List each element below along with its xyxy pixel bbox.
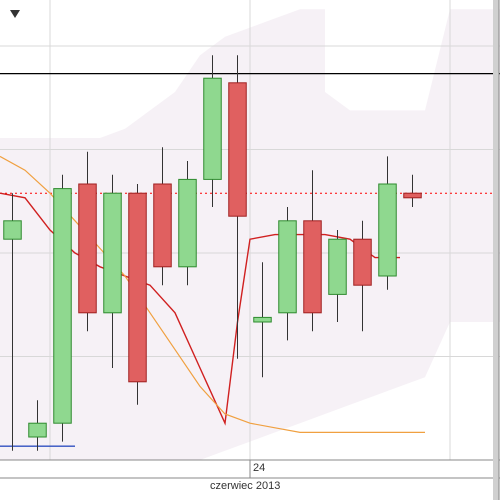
- x-tick-label: 24: [253, 462, 265, 474]
- candlestick-chart: 24 czerwiec 2013: [0, 0, 500, 500]
- chart-svg: [0, 0, 500, 500]
- month-label: czerwiec 2013: [210, 480, 280, 492]
